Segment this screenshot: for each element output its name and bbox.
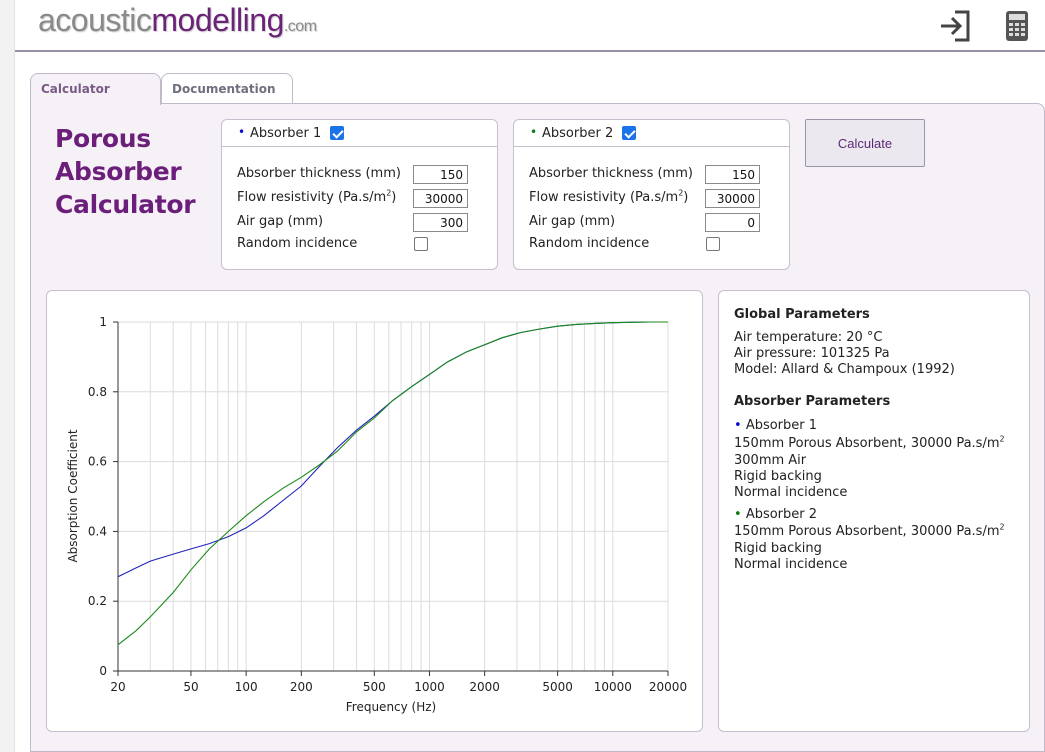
- absorption-chart-svg: 20 50 100 200 500 1000 2000 5000 10000 20000 0 0.2 0…: [66, 315, 687, 714]
- param-absorber-2-material: 150mm Porous Absorbent, 30000 Pa.s/m2: [734, 522, 1005, 539]
- chart-series-line-absorber-1: [117, 321, 668, 578]
- tab-documentation[interactable]: Documentation: [161, 73, 293, 104]
- absorber-2-panel: • Absorber 2 Absorber thickness (mm) Flo…: [513, 119, 790, 270]
- logo-text-modelling: modelling: [151, 2, 284, 38]
- chart-y-tick-label: 1: [99, 315, 107, 329]
- absorber-1-random-checkbox[interactable]: [414, 237, 428, 251]
- absorber-2-header: • Absorber 2: [514, 120, 789, 147]
- absorber-1-header: • Absorber 1: [222, 120, 497, 147]
- page-title: Porous Absorber Calculator: [55, 122, 196, 221]
- thickness-label: Absorber thickness (mm): [529, 166, 693, 181]
- site-header: acousticmodelling.com: [15, 0, 1045, 52]
- chart-y-tick-label: 0.6: [88, 455, 107, 469]
- absorber-2-airgap-input[interactable]: [705, 213, 760, 232]
- logo-text-domain: .com: [283, 18, 317, 35]
- chart-x-tick-label: 1000: [414, 680, 445, 694]
- chart-x-tick-label: 5000: [542, 680, 573, 694]
- chart-y-tick-label: 0: [99, 664, 107, 678]
- param-absorber-1-air: 300mm Air: [734, 453, 807, 468]
- absorber-2-dot-icon: •: [734, 507, 742, 522]
- air-pressure-text: Air pressure: 101325 Pa: [734, 346, 890, 361]
- model-text: Model: Allard & Champoux (1992): [734, 362, 955, 377]
- air-temperature-text: Air temperature: 20 °C: [734, 330, 883, 345]
- global-parameters-heading: Global Parameters: [734, 307, 870, 322]
- absorption-chart: 20 50 100 200 500 1000 2000 5000 10000 20000 0 0.2 0…: [46, 290, 703, 732]
- param-absorber-2-backing: Rigid backing: [734, 541, 822, 556]
- chart-x-tick-label: 50: [183, 680, 198, 694]
- chart-y-tick-label: 0.2: [88, 594, 107, 608]
- random-incidence-label: Random incidence: [529, 236, 650, 251]
- page-left-edge: [0, 0, 15, 752]
- absorber-2-title: Absorber 2: [542, 126, 614, 141]
- absorber-2-flow-input[interactable]: [705, 189, 760, 208]
- chart-x-tick-label: 10000: [594, 680, 632, 694]
- param-absorber-1-incidence: Normal incidence: [734, 485, 848, 500]
- title-line-3: Calculator: [55, 190, 196, 219]
- chart-x-tick-label: 20: [110, 680, 125, 694]
- param-absorber-2-incidence: Normal incidence: [734, 557, 848, 572]
- chart-x-tick-label: 20000: [649, 680, 687, 694]
- absorber-parameters-heading: Absorber Parameters: [734, 394, 891, 409]
- param-absorber-1-backing: Rigid backing: [734, 469, 822, 484]
- absorber-1-flow-input[interactable]: [413, 189, 468, 208]
- flow-label: Flow resistivity (Pa.s/m2): [237, 188, 397, 205]
- chart-x-tick-label: 2000: [469, 680, 500, 694]
- param-absorber-2-title: • Absorber 2: [734, 507, 818, 522]
- absorber-1-dot-icon: •: [734, 418, 742, 433]
- chart-y-tick-label: 0.8: [88, 385, 107, 399]
- absorber-1-title: Absorber 1: [250, 126, 322, 141]
- chart-x-tick-label: 200: [290, 680, 313, 694]
- login-arrow-icon[interactable]: [937, 8, 973, 44]
- calculator-icon[interactable]: [999, 8, 1035, 44]
- title-line-1: Porous: [55, 124, 151, 153]
- parameters-panel: Global Parameters Air temperature: 20 °C…: [718, 290, 1030, 732]
- chart-y-tick-label: 0.4: [88, 524, 107, 538]
- logo-text-acoustic: acoustic: [38, 2, 152, 38]
- absorber-1-thickness-input[interactable]: [413, 165, 468, 184]
- thickness-label: Absorber thickness (mm): [237, 166, 401, 181]
- absorber-2-thickness-input[interactable]: [705, 165, 760, 184]
- chart-y-axis-label: Absorption Coefficient: [66, 429, 80, 562]
- calculate-button[interactable]: Calculate: [805, 119, 925, 167]
- airgap-label: Air gap (mm): [529, 214, 616, 229]
- tab-calculator[interactable]: Calculator: [30, 73, 161, 105]
- absorber-1-enable-checkbox[interactable]: [330, 126, 344, 140]
- param-absorber-1-material: 150mm Porous Absorbent, 30000 Pa.s/m2: [734, 434, 1005, 451]
- flow-label: Flow resistivity (Pa.s/m2): [529, 188, 689, 205]
- absorber-1-panel: • Absorber 1 Absorber thickness (mm) Flo…: [221, 119, 498, 270]
- chart-x-tick-label: 100: [235, 680, 258, 694]
- absorber-1-airgap-input[interactable]: [413, 213, 468, 232]
- chart-x-tick-label: 500: [363, 680, 386, 694]
- site-logo[interactable]: acousticmodelling.com: [38, 2, 317, 39]
- random-incidence-label: Random incidence: [237, 236, 358, 251]
- airgap-label: Air gap (mm): [237, 214, 324, 229]
- absorber-2-enable-checkbox[interactable]: [622, 126, 636, 140]
- chart-series-line-absorber-2: [117, 321, 668, 646]
- absorber-1-dot-icon: •: [238, 125, 246, 139]
- absorber-2-dot-icon: •: [530, 125, 538, 139]
- title-line-2: Absorber: [55, 157, 182, 186]
- param-absorber-1-title: • Absorber 1: [734, 418, 818, 433]
- chart-x-axis-label: Frequency (Hz): [346, 700, 437, 714]
- absorber-2-random-checkbox[interactable]: [706, 237, 720, 251]
